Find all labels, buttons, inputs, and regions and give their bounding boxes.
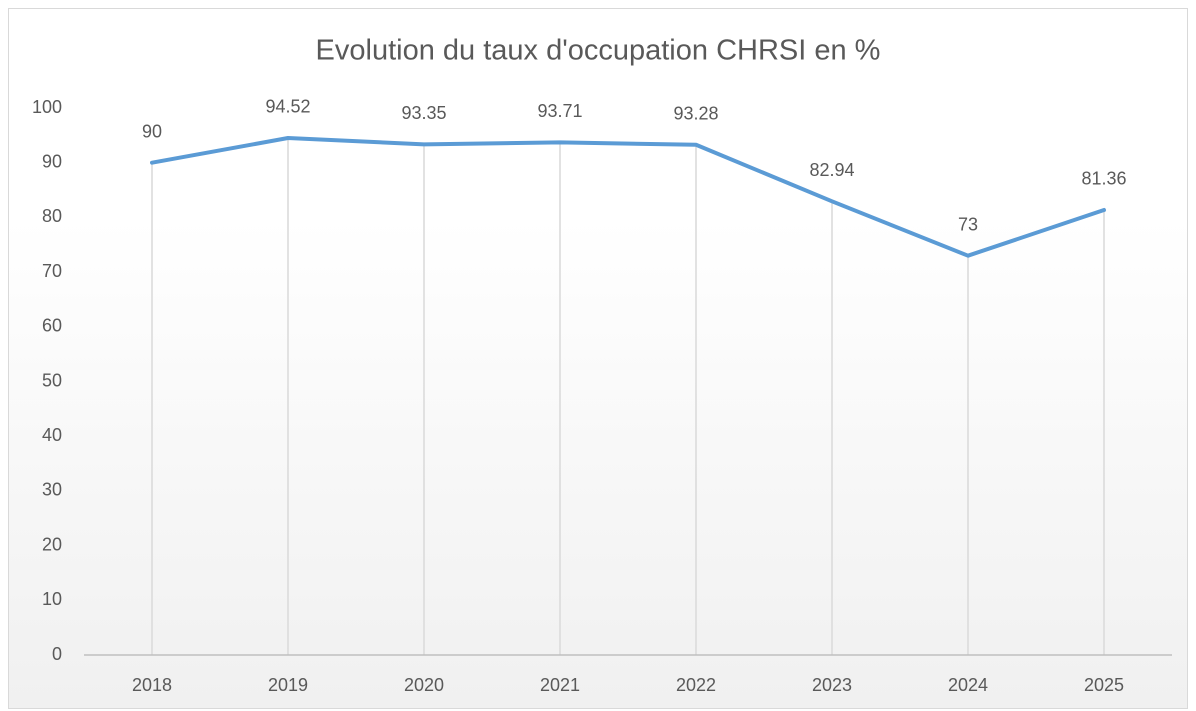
- y-tick-label: 40: [42, 425, 62, 445]
- data-label: 93.28: [673, 104, 718, 124]
- y-tick-label: 70: [42, 261, 62, 281]
- y-tick-label: 100: [32, 97, 62, 117]
- data-label: 73: [958, 214, 978, 234]
- series-line: [150, 135, 1106, 258]
- x-tick-label: 2025: [1084, 675, 1124, 695]
- x-tick-label: 2021: [540, 675, 580, 695]
- data-label: 82.94: [809, 160, 854, 180]
- y-tick-label: 50: [42, 370, 62, 390]
- data-label: 94.52: [265, 97, 310, 117]
- y-tick-label: 90: [42, 151, 62, 171]
- data-label: 90: [142, 121, 162, 141]
- x-tick-label: 2019: [268, 675, 308, 695]
- chart-title: Evolution du taux d'occupation CHRSI en …: [316, 35, 881, 67]
- y-tick-label: 20: [42, 534, 62, 554]
- x-tick-label: 2020: [404, 675, 444, 695]
- y-tick-label: 60: [42, 316, 62, 336]
- x-tick-label: 2024: [948, 675, 988, 695]
- y-tick-label: 10: [42, 589, 62, 609]
- y-tick-label: 0: [52, 644, 62, 664]
- data-label: 81.36: [1081, 169, 1126, 189]
- y-tick-label: 80: [42, 206, 62, 226]
- x-tick-label: 2022: [676, 675, 716, 695]
- chart-frame: [8, 8, 1188, 709]
- data-label: 93.71: [537, 101, 582, 121]
- x-tick-label: 2018: [132, 675, 172, 695]
- data-label: 93.35: [401, 103, 446, 123]
- y-tick-label: 30: [42, 480, 62, 500]
- x-tick-label: 2023: [812, 675, 852, 695]
